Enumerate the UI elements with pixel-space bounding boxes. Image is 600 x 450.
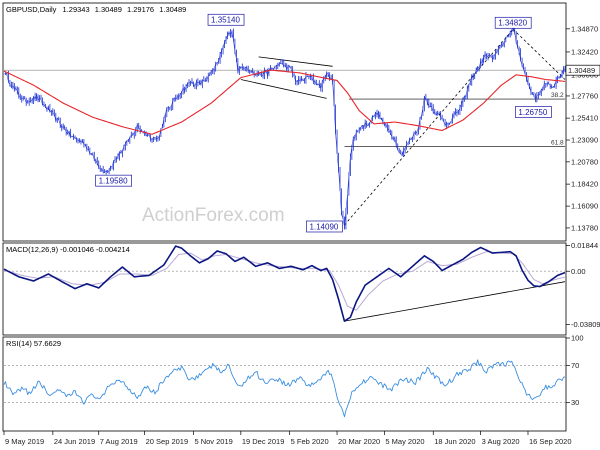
price-callout-box	[494, 16, 532, 29]
rsi-panel: 100 70 30 RSI(14) 57.6629	[2, 334, 584, 432]
price-trendline	[344, 29, 514, 226]
x-tick-label: 5 Nov 2019	[194, 437, 232, 446]
rsi-line	[3, 359, 566, 418]
macd-series-group	[3, 245, 566, 322]
x-tick-label: 24 Jun 2019	[54, 437, 95, 446]
price-callout-box	[207, 13, 245, 26]
price-trendline	[258, 56, 333, 67]
x-tick-label: 20 Sep 2019	[146, 437, 189, 446]
macd-y-tick-label: 0.00	[571, 267, 586, 276]
macd-y-tick-label: -0.038095	[571, 320, 600, 329]
rsi-series-group	[3, 359, 566, 418]
price-callout-box	[306, 220, 343, 233]
price-y-tick-label: 1.16090	[571, 202, 598, 211]
rsi-title: RSI(14) 57.6629	[6, 339, 61, 348]
price-trendlines	[240, 29, 566, 226]
rsi-y-tick-label: 30	[571, 398, 579, 407]
macd-panel-frame	[2, 242, 567, 336]
price-callout-box	[95, 174, 132, 187]
price-open: 1.29343	[63, 5, 90, 14]
macd-trendline	[344, 281, 566, 322]
price-trendline	[240, 79, 327, 99]
price-callout-label: 1.34820	[498, 19, 527, 28]
price-y-tick-label: 1.18420	[571, 180, 598, 189]
price-callout: 1.19580	[95, 174, 132, 187]
price-title: GBPUSD,Daily 1.29343 1.30489 1.29176 1.3…	[6, 5, 186, 14]
rsi-y-tick-label: 100	[571, 334, 584, 343]
price-callout-label: 1.26750	[518, 108, 547, 117]
price-y-tick-label: 1.27760	[571, 92, 598, 101]
price-callout: 1.26750	[515, 106, 552, 118]
price-y-tick-label: 1.23090	[571, 136, 598, 145]
macd-y-tick-label: 0.01844	[571, 241, 598, 250]
price-series-group	[3, 25, 566, 230]
price-y-tick-label: 1.13780	[571, 224, 598, 233]
price-y-tick-label: 1.32420	[571, 48, 598, 57]
x-tick-label: 19 Dec 2019	[242, 437, 285, 446]
x-tick-label: 9 May 2019	[5, 437, 44, 446]
price-callout: 1.35140	[207, 13, 245, 26]
price-y-tick-label: 1.25410	[571, 114, 598, 123]
price-callout: 1.34820	[494, 16, 532, 29]
price-callout-label: 1.14090	[309, 222, 338, 231]
price-header: GBPUSD,Daily 1.29343 1.30489 1.29176 1.3…	[6, 5, 186, 14]
x-tick-label: 5 May 2020	[385, 437, 424, 446]
fib-levels: 38.2 61.8	[4, 69, 565, 147]
price-close-line	[3, 27, 566, 228]
fib-level-label: 61.8	[551, 139, 564, 146]
moving-average-line	[3, 69, 566, 135]
rsi-y-tick-label: 70	[571, 361, 579, 370]
rsi-levels	[4, 365, 565, 403]
macd-trendlines	[344, 281, 566, 322]
price-callout-label: 1.35140	[211, 16, 240, 25]
x-axis: 9 May 2019 24 Jun 2019 7 Aug 2019 20 Sep 20…	[3, 431, 572, 446]
price-trendline	[512, 29, 566, 80]
price-low: 1.29176	[127, 5, 154, 14]
x-tick-label: 20 Mar 2020	[338, 437, 380, 446]
macd-line	[3, 245, 566, 322]
price-y-tick-label: 1.20780	[571, 157, 598, 166]
last-price-label: 1.30489	[565, 64, 600, 76]
price-high: 1.30489	[95, 5, 122, 14]
macd-panel: 0.01844 0.00 -0.038095 MACD(12,26,9) -0.00…	[2, 241, 600, 336]
price-symbol: GBPUSD,Daily	[6, 5, 57, 14]
watermark: ActionForex.com	[142, 205, 285, 226]
price-callout-box	[515, 106, 552, 118]
price-panel-frame	[2, 2, 567, 242]
price-callouts: 1.35140 1.34820 1.19580 1.14090 1.26750	[95, 13, 552, 233]
macd-y-ticks: 0.01844 0.00 -0.038095	[566, 241, 600, 329]
price-y-tick-label: 1.34870	[571, 24, 598, 33]
price-panel: ActionForex.com 38.261.8 1.35140 1.348201…	[2, 2, 600, 242]
last-price-value: 1.30489	[568, 66, 595, 75]
x-tick-label: 3 Aug 2020	[482, 437, 520, 446]
price-close: 1.30489	[159, 5, 186, 14]
macd-title: MACD(12,26,9) -0.001046 -0.004214	[6, 245, 130, 254]
last-price-box	[565, 64, 600, 76]
price-callout-label: 1.19580	[99, 176, 128, 185]
x-tick-label: 5 Feb 2020	[291, 437, 329, 446]
price-callout: 1.14090	[306, 220, 343, 233]
fib-level-label: 38.2	[551, 92, 564, 99]
x-tick-label: 7 Aug 2019	[100, 437, 138, 446]
x-tick-label: 16 Sep 2020	[529, 437, 572, 446]
x-tick-label: 18 Jun 2020	[434, 437, 475, 446]
rsi-y-ticks: 100 70 30	[566, 334, 584, 407]
